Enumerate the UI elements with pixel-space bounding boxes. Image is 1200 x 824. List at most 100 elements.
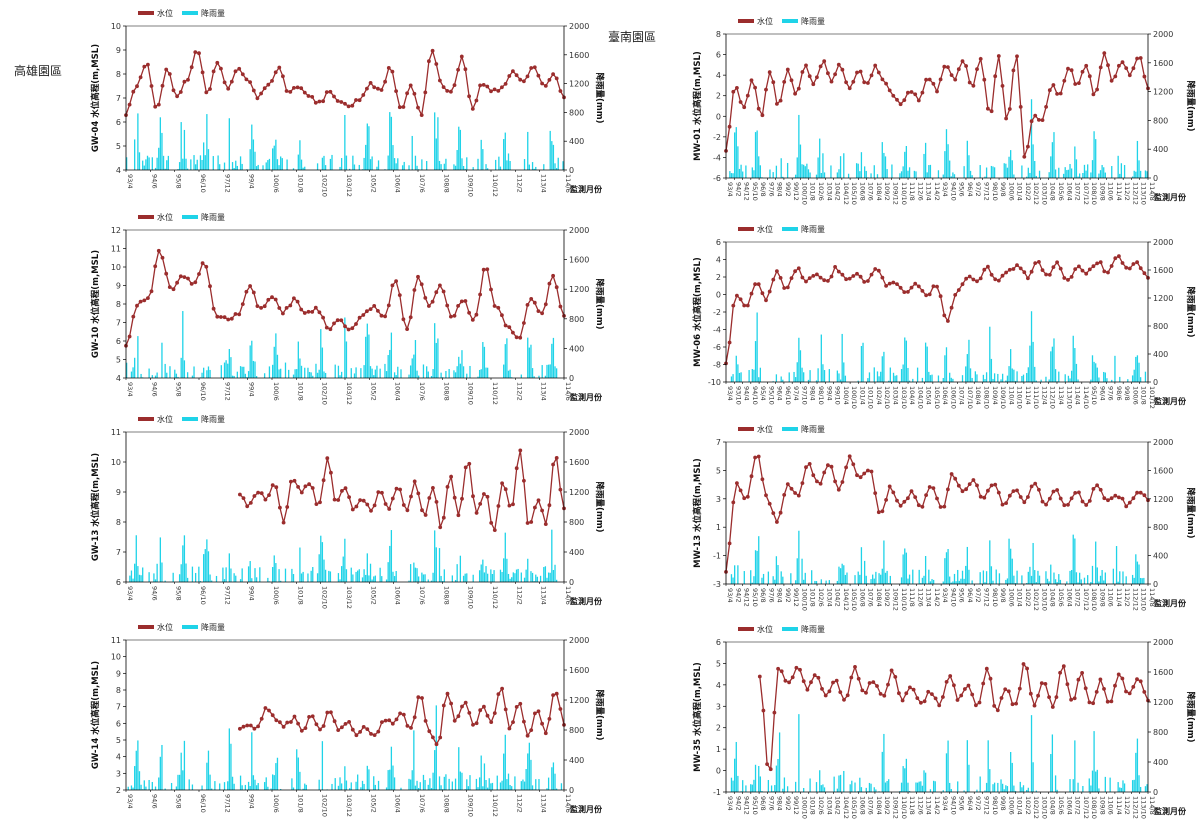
rain-bar [486,168,489,170]
rain-bar [316,163,319,170]
water-level-point [339,100,344,104]
water-level-point [267,493,271,497]
y2-tick-label: 2000 [1153,238,1173,247]
x-tick-label: 102/10 [321,586,329,609]
legend: 水位 降雨量 [138,212,225,222]
water-level-point [1047,272,1052,277]
water-level-point [131,314,136,319]
water-level-point [886,682,890,687]
rain-bar [477,787,479,790]
water-level-point [529,66,534,70]
rain-bar [1074,146,1076,178]
rain-bar [134,766,136,790]
rain-bar [863,560,866,584]
water-level-point [456,513,461,518]
water-level-point [376,490,381,494]
rain-bar [531,572,534,582]
rain-bar [926,172,928,178]
water-level-point [1120,676,1125,681]
rain-bar [236,371,238,378]
water-level-point [259,716,264,721]
water-level-point [302,311,307,315]
rain-bar [854,575,856,584]
water-level-point [500,313,504,318]
rain-bar [509,578,511,582]
water-level-point [891,490,896,495]
water-level-point [248,501,253,505]
water-level-point [831,680,835,685]
rain-bar [1098,788,1100,792]
rain-bar [214,781,216,790]
water-level-point [441,85,446,89]
x-tick-label: 98/10 [991,588,999,607]
rain-bar [166,160,168,170]
water-level-point [1095,483,1099,488]
rain-bar [1090,581,1092,584]
water-level-point [789,486,794,491]
rain-bar [294,369,296,378]
rain-bar [758,536,760,584]
rain-bar [491,574,494,582]
rain-bar [156,157,158,170]
rain-bar [756,550,758,584]
water-level-point [1018,266,1023,271]
rain-bar [345,569,348,582]
rain-bar [393,372,396,378]
rain-bars [127,705,563,790]
rain-bar [458,356,460,378]
rain-bar [905,340,908,382]
rain-bar [546,577,548,582]
water-level-point [851,462,856,467]
rain-bar [148,157,150,170]
water-level-point [727,124,732,129]
x-tick-label: 103/4 [825,588,833,607]
rain-bar [231,776,234,790]
rain-bar [750,570,752,584]
rain-bar [363,783,365,790]
rain-bar [796,558,798,584]
rain-bar [182,770,184,790]
water-level-point [1014,701,1018,706]
y2-tick-label: 800 [1153,523,1168,532]
rain-bar [883,152,885,178]
rain-bar [252,360,255,378]
rain-bar [401,165,404,170]
rain-bar [411,770,413,790]
rain-bar [1027,367,1029,382]
rain-bar [1011,160,1013,178]
rain-bar [868,782,871,792]
rain-bar [899,173,901,178]
water-level-point [412,288,417,292]
rain-bar [416,370,418,378]
rain-bar [182,158,184,170]
y2-tick-label: 400 [1153,350,1168,359]
rain-bar [183,740,186,790]
rain-bar [817,157,819,178]
rain-bar [942,581,944,584]
water-level-point [182,79,187,84]
water-level-point [1102,269,1107,274]
rain-bar [528,347,530,378]
water-level-point [441,703,446,708]
rain-bar [965,366,967,382]
rain-bar [881,142,883,178]
x-tick-label: 97/2 [974,182,982,197]
water-level-point [314,502,319,506]
water-level-point [742,496,747,501]
water-level-point [1106,270,1110,275]
legend-level-swatch [138,215,154,219]
x-tick-label: 95/4 [759,386,767,401]
rain-bar [905,758,908,792]
water-level-point [775,520,779,524]
water-level-point [416,695,421,700]
rain-bar [1144,786,1147,792]
rain-bar [555,579,558,582]
water-level-point [481,83,486,87]
rain-bar [217,155,219,170]
y-tick-label: 8 [116,70,121,79]
water-level-point [1091,92,1096,97]
x-tick-label: 110/10 [900,796,908,819]
rain-bar [543,567,545,582]
legend-rain-swatch [182,215,198,219]
rain-bar [324,372,327,378]
